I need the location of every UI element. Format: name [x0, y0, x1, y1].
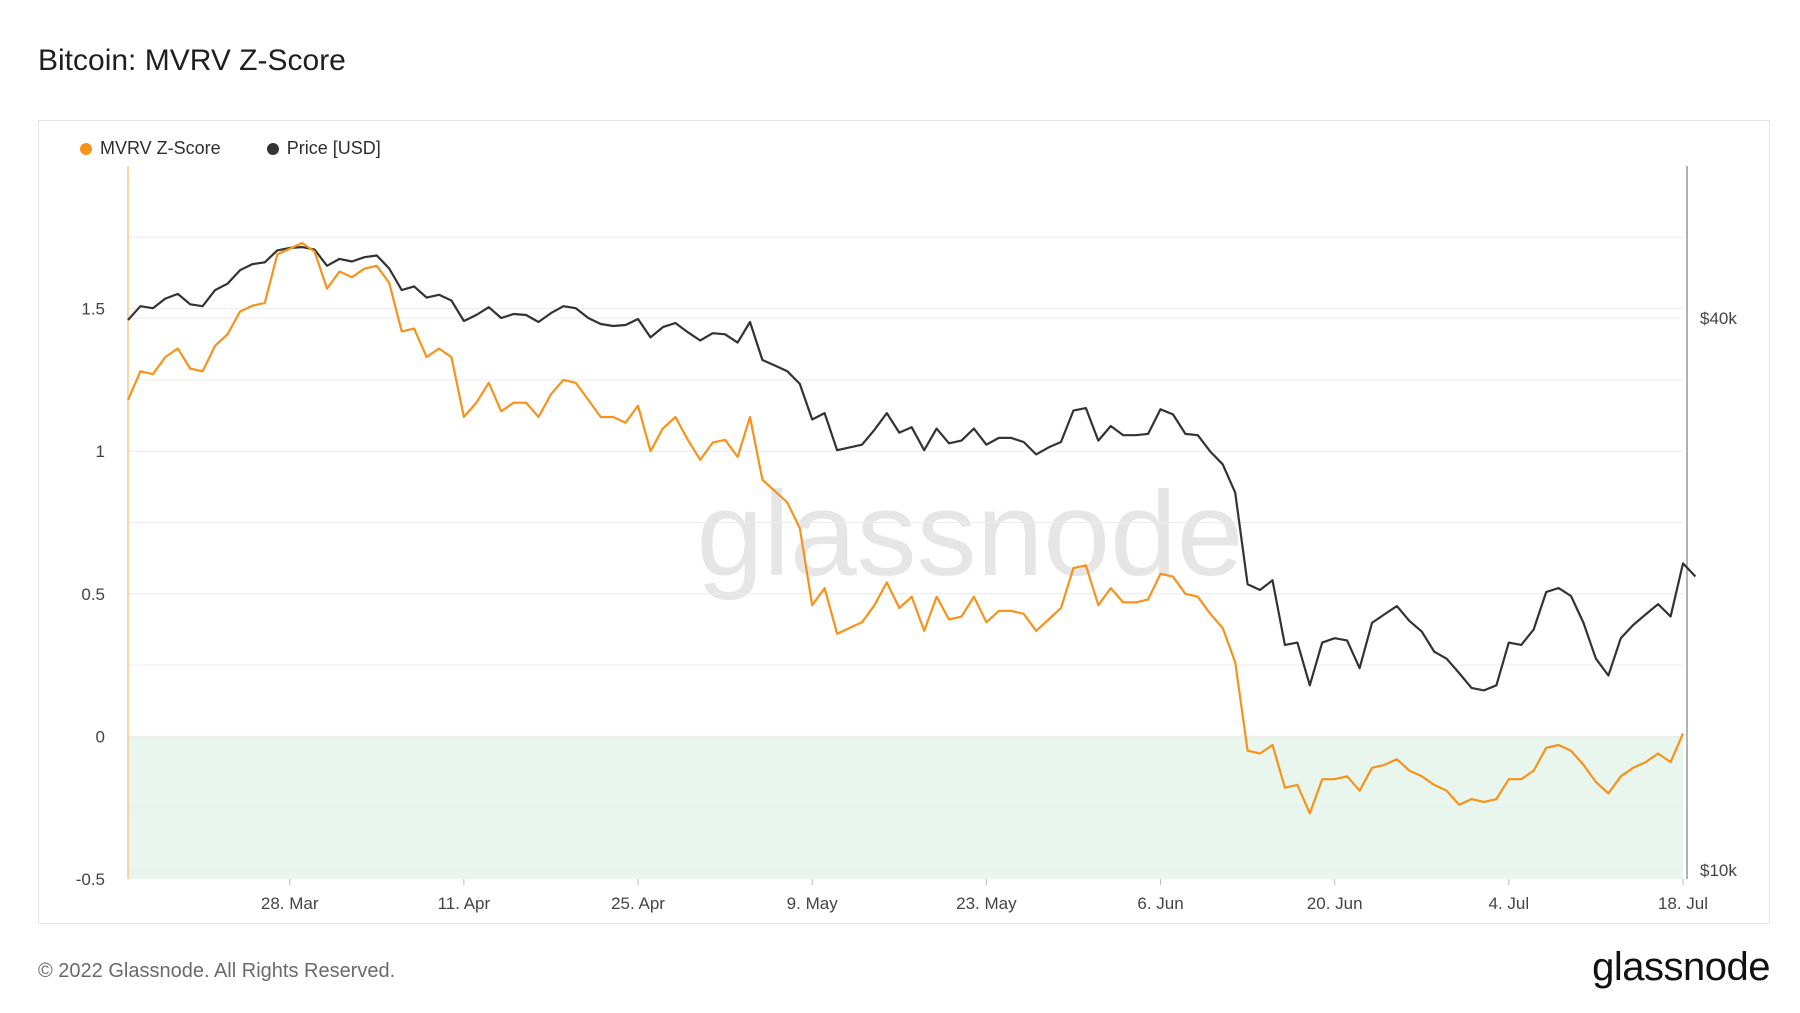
- x-tick-label: 20. Jun: [1307, 894, 1363, 913]
- legend-label-mvrv: MVRV Z-Score: [100, 138, 221, 158]
- x-tick-label: 23. May: [956, 894, 1017, 913]
- legend-dot-price: [266, 142, 279, 155]
- legend-label-price: Price [USD]: [286, 138, 381, 158]
- legend-item-mvrv[interactable]: MVRV Z-Score: [80, 138, 221, 159]
- copyright-footer: © 2022 Glassnode. All Rights Reserved.: [38, 960, 396, 982]
- x-tick-label: 28. Mar: [261, 894, 319, 913]
- y-left-tick-label: 0: [96, 727, 105, 746]
- brand-logo: glassnode: [1592, 945, 1770, 989]
- x-tick-label: 4. Jul: [1489, 894, 1530, 913]
- legend-dot-mvrv: [80, 142, 92, 155]
- y-left-tick-label: -0.5: [76, 870, 105, 889]
- chart-title: Bitcoin: MVRV Z-Score: [38, 44, 346, 77]
- y-right-tick-label: $40k: [1700, 309, 1737, 328]
- y-left-tick-label: 1: [96, 442, 105, 461]
- series-line-price[interactable]: [127, 246, 1697, 692]
- x-tick-label: 9. May: [787, 894, 839, 913]
- series-line-mvrv[interactable]: [126, 241, 1685, 815]
- x-tick-label: 6. Jun: [1137, 894, 1183, 913]
- chart-frame: [38, 120, 1770, 924]
- x-tick-label: 18. Jul: [1658, 894, 1708, 913]
- y-left-tick-label: 1.5: [81, 300, 105, 319]
- watermark-text: glassnode: [696, 467, 1243, 601]
- y-right-tick-label: $10k: [1700, 861, 1737, 880]
- x-tick-label: 11. Apr: [438, 894, 491, 913]
- x-tick-label: 25. Apr: [611, 894, 665, 913]
- y-left-tick-label: 0.5: [81, 585, 105, 604]
- chart-legend: MVRV Z-Score Price [USD]: [80, 138, 381, 159]
- legend-item-price[interactable]: Price [USD]: [266, 138, 381, 159]
